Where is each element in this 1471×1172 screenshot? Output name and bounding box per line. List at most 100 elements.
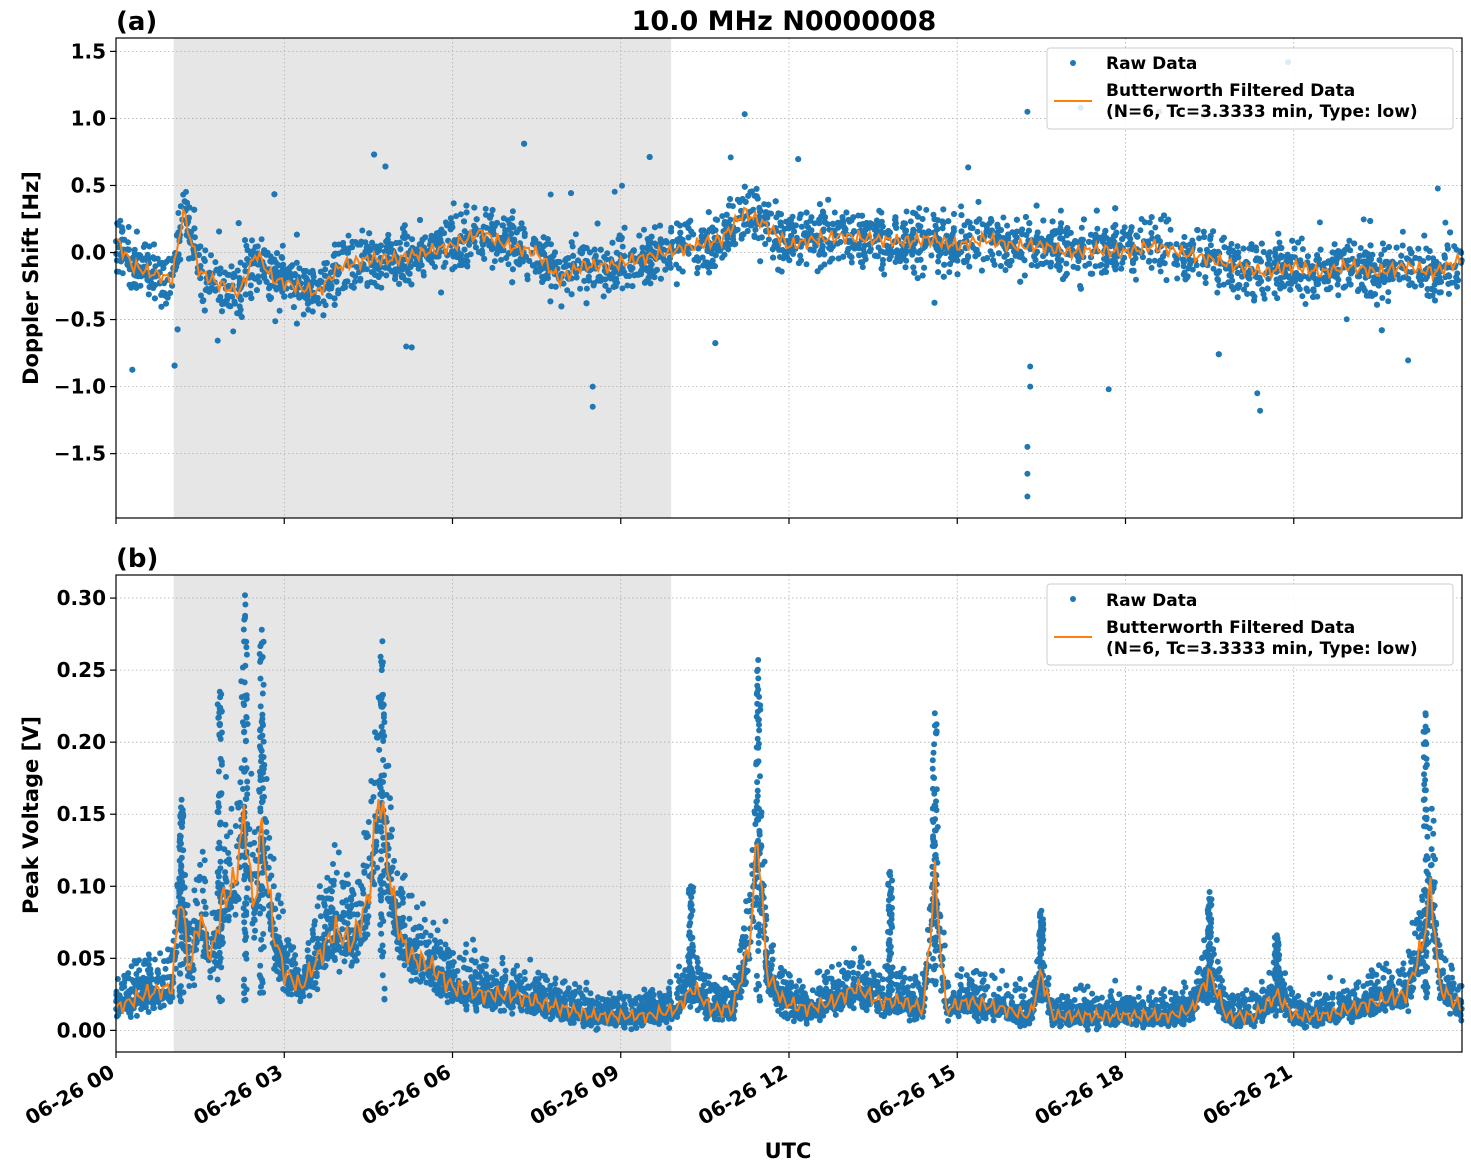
raw-data-point [941,261,948,268]
raw-data-point [285,273,292,280]
raw-data-point [331,241,338,248]
raw-data-point [300,311,307,318]
raw-data-point [765,201,772,208]
raw-data-point [1047,263,1054,270]
raw-data-point [859,259,866,266]
raw-data-point [1379,240,1386,247]
raw-data-point [1103,269,1109,275]
raw-data-point [876,207,883,214]
raw-data-point [950,225,957,232]
raw-data-point [461,246,468,253]
raw-data-point [831,209,838,216]
raw-data-point [565,255,572,262]
raw-data-point [409,236,416,243]
raw-data-point [741,183,748,190]
raw-data-point [150,282,157,289]
raw-data-point [757,258,764,265]
raw-data-point [636,232,643,239]
raw-data-point [1214,276,1221,282]
raw-data-point [131,246,138,253]
raw-data-point [1210,265,1217,272]
raw-data-point [663,238,669,245]
raw-data-point [1416,255,1423,262]
raw-data-point [1160,253,1167,260]
raw-data-point [893,224,900,231]
raw-data-point [345,232,352,239]
raw-data-point [388,268,395,275]
raw-data-point [340,239,347,246]
raw-data-point [563,262,570,269]
raw-data-point [1360,216,1367,223]
raw-data-point [548,283,555,290]
raw-data-point [848,259,855,266]
raw-data-point [1077,285,1084,292]
raw-data-point [1333,252,1340,258]
raw-data-point [1369,292,1376,299]
raw-data-point [167,290,174,296]
raw-data-point [1431,263,1438,270]
raw-data-point [371,279,378,286]
raw-data-point [280,261,287,268]
raw-data-point [1220,281,1227,288]
raw-data-point [910,264,917,271]
raw-data-point [431,263,438,270]
raw-data-point [998,227,1004,233]
raw-data-point [461,228,468,235]
raw-data-point [875,220,882,227]
raw-data-point [483,224,490,231]
raw-data-point [973,218,980,225]
raw-data-point [860,246,867,253]
raw-data-point [792,222,799,229]
raw-data-point [412,261,419,267]
raw-data-point [1423,245,1430,252]
raw-data-point [339,249,346,255]
raw-data-point [1261,295,1268,302]
raw-data-point [608,271,615,278]
raw-data-point [923,206,930,213]
raw-data-point [958,212,965,219]
raw-data-point [1276,239,1283,246]
raw-data-point [1033,233,1040,240]
raw-data-point [1207,242,1214,249]
raw-data-point [910,209,917,216]
raw-data-point [540,234,547,241]
raw-data-point [1302,301,1309,307]
raw-data-point [575,257,581,264]
raw-data-point [174,326,181,333]
raw-data-point [984,255,991,261]
raw-data-point [674,220,680,227]
raw-data-point [1216,282,1223,289]
raw-data-point [1063,270,1070,277]
raw-data-point [247,282,254,289]
raw-data-point [1363,292,1370,299]
raw-data-point [508,230,515,237]
raw-data-point [231,298,238,305]
raw-data-point [1304,253,1311,260]
raw-data-point [392,276,398,282]
raw-data-point [509,279,516,286]
raw-data-point [1080,216,1087,223]
raw-data-point [921,264,928,271]
raw-data-point [1094,225,1101,232]
raw-data-point [518,220,525,227]
raw-data-point [472,244,479,251]
raw-data-point [1146,219,1153,226]
raw-data-point [237,259,244,266]
raw-data-point [845,246,852,252]
raw-data-point [1157,268,1164,275]
raw-data-point [795,156,802,163]
raw-data-point [472,225,479,231]
raw-data-point [911,269,918,276]
raw-data-point [1424,292,1431,299]
raw-data-point [974,228,981,235]
raw-data-point [281,293,288,300]
raw-data-point [481,255,488,262]
raw-data-point [1134,233,1141,240]
raw-data-point [473,216,480,223]
raw-data-point [719,213,726,220]
raw-data-point [1137,227,1144,234]
raw-data-point [711,263,718,270]
raw-data-point [1151,257,1158,264]
raw-data-point [464,262,470,269]
raw-data-point [1130,267,1137,274]
